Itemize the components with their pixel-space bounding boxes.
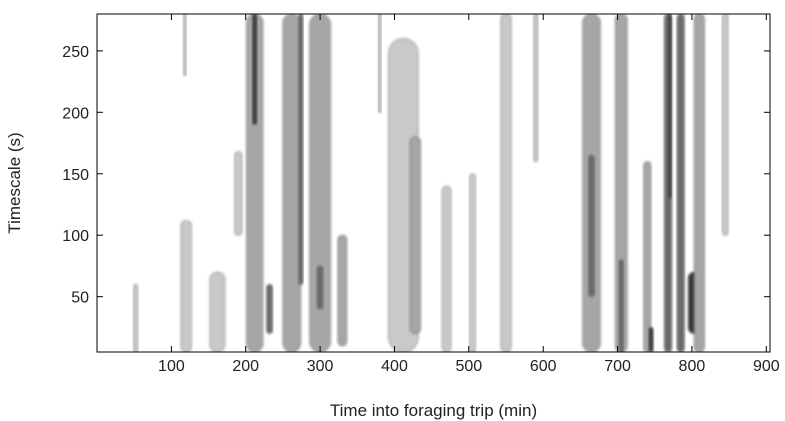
y-axis-title: Timescale (s)	[5, 132, 24, 233]
contour-band	[209, 271, 226, 352]
x-tick-label: 900	[753, 358, 780, 375]
contour-band	[500, 14, 512, 352]
contour-band	[648, 327, 654, 352]
axis-ticks: 100 200 300 400 500 600 700 800 900 50 100 150 200 25…	[62, 14, 780, 375]
contour-band	[316, 265, 324, 310]
x-tick-label: 500	[455, 358, 482, 375]
y-tick-label: 250	[62, 44, 89, 61]
x-tick-label: 800	[679, 358, 706, 375]
contour-bands	[133, 14, 729, 352]
contour-band	[183, 14, 187, 76]
plot-background	[97, 14, 770, 352]
contour-band	[377, 14, 382, 113]
contour-band	[667, 14, 672, 199]
y-tick-label: 150	[62, 167, 89, 184]
contour-band	[266, 284, 273, 334]
contour-band	[252, 14, 258, 125]
x-axis-title: Time into foraging trip (min)	[330, 401, 537, 420]
y-tick-label: 200	[62, 105, 89, 122]
x-tick-label: 200	[232, 358, 259, 375]
contour-band	[282, 14, 301, 352]
contour-band	[618, 259, 624, 352]
contour-band	[533, 14, 539, 162]
contour-band	[246, 14, 264, 352]
x-tick-label: 600	[530, 358, 557, 375]
contour-band	[693, 14, 705, 352]
contour-band	[643, 161, 652, 352]
contour-band	[441, 185, 452, 352]
contour-band	[409, 136, 421, 334]
y-tick-label: 50	[71, 290, 89, 307]
x-tick-label: 300	[307, 358, 334, 375]
contour-band	[234, 151, 243, 236]
contour-band	[588, 155, 595, 297]
contour-band	[615, 14, 628, 352]
plot-frame	[96, 13, 771, 353]
contour-band	[298, 14, 304, 285]
contour-band	[337, 234, 348, 347]
x-tick-label: 100	[158, 358, 185, 375]
contour-band	[309, 14, 331, 352]
contour-band	[469, 173, 476, 352]
y-tick-label: 100	[62, 228, 89, 245]
contour-band	[180, 220, 192, 352]
contour-band	[676, 14, 685, 352]
contour-band	[722, 14, 729, 236]
x-tick-label: 400	[381, 358, 408, 375]
contour-band	[133, 284, 139, 352]
x-tick-label: 700	[604, 358, 631, 375]
